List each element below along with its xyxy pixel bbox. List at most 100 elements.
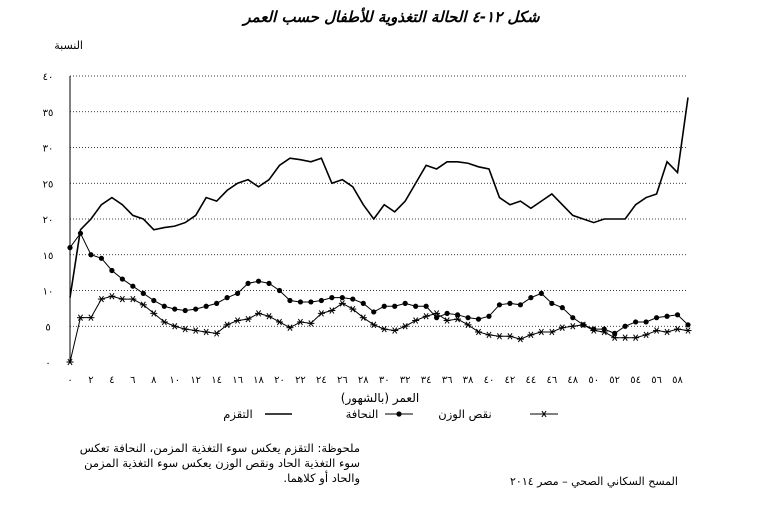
- data-point: [192, 327, 200, 334]
- legend-item: النحافة: [346, 407, 413, 421]
- y-tick-label: ٣٠: [43, 144, 54, 155]
- legend-label: التقزم: [223, 407, 252, 422]
- legend-label: نقص الوزن: [438, 407, 491, 422]
- y-tick-label: ١٥: [43, 251, 54, 262]
- x-tick-label: ٢٠: [274, 375, 285, 386]
- data-point: [360, 300, 366, 306]
- data-point: [308, 299, 314, 305]
- data-point: [540, 410, 548, 418]
- asterisk-stroke: [455, 315, 461, 323]
- asterisk-stroke: [465, 321, 471, 329]
- data-point: [171, 322, 179, 330]
- asterisk-stroke: [88, 314, 94, 321]
- data-point: [643, 319, 649, 325]
- data-point: [396, 411, 402, 417]
- x-tick-label: ٢: [88, 375, 93, 386]
- data-point: [140, 290, 146, 296]
- asterisk-stroke: [140, 301, 146, 309]
- asterisk-stroke: [193, 327, 199, 334]
- x-tick-label: ٢٤: [316, 375, 327, 386]
- asterisk-stroke: [423, 312, 429, 320]
- data-point: [213, 330, 221, 337]
- data-point: [579, 321, 587, 329]
- data-point: [633, 319, 639, 325]
- data-point: [569, 322, 577, 330]
- asterisk-stroke: [559, 324, 565, 331]
- data-point: [401, 322, 409, 330]
- x-axis-label: العمر (بالشهور): [341, 391, 419, 406]
- data-point: [528, 295, 534, 301]
- x-tick-label: ٢٢: [295, 375, 306, 386]
- data-point: [570, 315, 576, 321]
- asterisk-stroke: [413, 317, 419, 324]
- asterisk-stroke: [287, 324, 293, 331]
- asterisk-stroke: [612, 334, 618, 341]
- x-tick-label: ٣٢: [400, 375, 411, 386]
- x-tick-label: ٤٦: [546, 375, 557, 386]
- asterisk-stroke: [486, 331, 492, 339]
- x-tick-labels: ٠ ٢ ٤ ٦ ٨ ١٠ ١٢ ١٤ ١٦ ١٨ ٢٠ ٢٢ ٢٤ ٢٦ ٢٨ ٣٠ ٣٢ ٣٤ ٣٦ ٣٨ ٤٠ ٤٢ ٤…: [67, 375, 683, 386]
- data-point: [77, 230, 84, 236]
- asterisk-stroke: [98, 295, 104, 303]
- data-point: [454, 315, 462, 323]
- grid-lines: [70, 75, 688, 327]
- x-tick-label: ٥٤: [630, 375, 641, 386]
- data-point: [224, 295, 230, 301]
- asterisk-stroke: [402, 322, 408, 330]
- asterisk-stroke: [245, 315, 251, 323]
- x-tick-label: ٣٨: [463, 375, 474, 386]
- x-tick-label: ٦: [130, 375, 135, 386]
- data-point: [255, 310, 263, 317]
- x-tick-label: ٥٦: [651, 375, 662, 386]
- data-point: [87, 314, 95, 321]
- data-point: [129, 295, 137, 303]
- asterisk-stroke: [329, 307, 335, 314]
- data-point: [674, 325, 682, 333]
- asterisk-stroke: [297, 318, 303, 326]
- chart-source: المسح السكاني الصحي – مصر ٢٠١٤: [510, 475, 678, 488]
- x-tick-label: ١٢: [190, 375, 201, 386]
- data-point: [182, 307, 188, 314]
- data-point: [611, 334, 619, 341]
- data-point: [118, 295, 126, 303]
- chart-note: ملحوظة: التقزم يعكس سوء التغذية المزمن، …: [79, 441, 360, 485]
- data-point: [234, 317, 242, 324]
- asterisk-stroke: [67, 358, 73, 366]
- data-point: [422, 312, 430, 320]
- data-point: [286, 324, 294, 331]
- data-point: [76, 314, 84, 321]
- data-point: [663, 328, 671, 336]
- x-tick-label: ٤٨: [567, 375, 578, 386]
- data-point: [537, 328, 545, 336]
- data-point: [507, 300, 513, 306]
- asterisk-stroke: [601, 328, 607, 336]
- asterisk-stroke: [308, 320, 314, 327]
- data-point: [109, 267, 115, 274]
- asterisk-stroke: [528, 331, 534, 339]
- asterisk-stroke: [633, 334, 639, 341]
- chart-title: شكل ١٢-٤ الحالة التغذوية للأطفال حسب الع…: [243, 8, 540, 26]
- data-point: [338, 300, 346, 307]
- data-point: [67, 245, 73, 251]
- asterisk-stroke: [235, 317, 241, 324]
- x-tick-label: ٣٦: [442, 375, 453, 386]
- data-point: [412, 317, 420, 324]
- data-point: [371, 309, 377, 315]
- asterisk-stroke: [654, 327, 660, 334]
- asterisk-stroke: [276, 318, 283, 326]
- data-point: [88, 252, 94, 258]
- data-point: [66, 358, 74, 366]
- data-point: [97, 295, 105, 303]
- data-point: [485, 331, 493, 339]
- data-point: [538, 290, 544, 296]
- asterisk-stroke: [507, 332, 513, 340]
- data-point: [392, 303, 398, 309]
- x-tick-label: ١٨: [253, 375, 264, 386]
- x-tick-label: ٤٢: [505, 375, 516, 386]
- data-point: [350, 296, 356, 302]
- data-point: [214, 300, 220, 306]
- data-point: [454, 312, 461, 318]
- data-point: [181, 325, 189, 333]
- data-point: [359, 314, 367, 321]
